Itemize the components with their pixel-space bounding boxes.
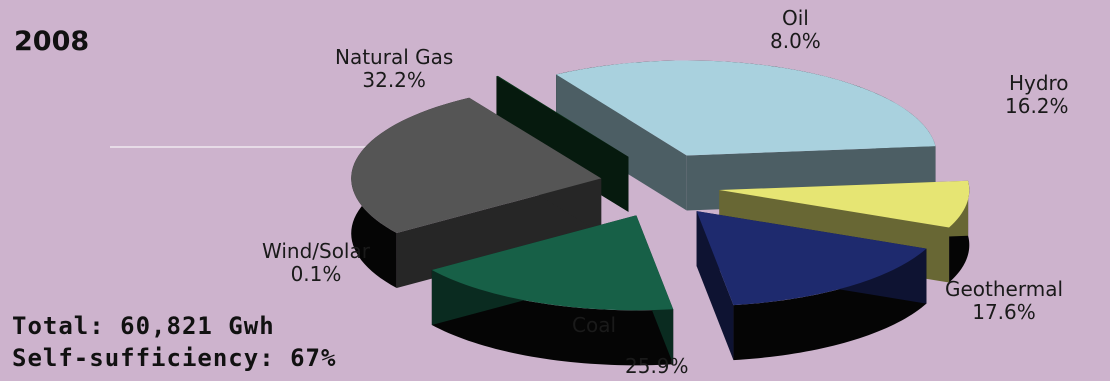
self-sufficiency: Self-sufficiency: 67% <box>12 344 337 372</box>
slice-label-oil: Oil 8.0% <box>770 7 821 53</box>
slice-value-natural-gas: 32.2% <box>362 68 426 92</box>
slice-name-wind-solar: Wind/Solar <box>262 239 370 263</box>
slice-name-coal-text: Coal <box>572 313 617 337</box>
slice-name-geothermal: Geothermal <box>945 277 1064 301</box>
slice-wall-natural-gas-0 <box>556 74 687 211</box>
total-generation: Total: 60,821 Gwh <box>12 312 275 340</box>
slice-value-wind-solar: 0.1% <box>290 262 342 286</box>
slice-value-oil: 8.0% <box>770 29 821 53</box>
slice-name-natural-gas: Natural Gas <box>335 45 454 69</box>
slice-label-geothermal: Geothermal 17.6% <box>945 278 1063 324</box>
slice-geothermal <box>431 215 674 366</box>
slice-value-coal: 25.9% <box>625 355 689 378</box>
slice-name-hydro: Hydro <box>1008 71 1069 95</box>
pie-slices <box>351 60 970 366</box>
slice-name-oil: Oil <box>781 6 809 30</box>
slice-coal <box>351 97 602 289</box>
slice-label-natural-gas: Natural Gas 32.2% <box>335 46 453 92</box>
slice-wall-coal-0 <box>396 178 602 289</box>
slice-value-coal-text: 25.9% <box>625 354 689 378</box>
slice-hydro <box>696 211 927 361</box>
slice-top-natural-gas <box>556 60 936 156</box>
slice-top-hydro <box>696 211 927 306</box>
slice-top-oil <box>719 180 970 228</box>
slice-wall-hydro-1 <box>696 211 734 361</box>
decorative-line <box>110 146 400 148</box>
slice-value-geothermal: 17.6% <box>972 300 1036 324</box>
slice-label-wind-solar: Wind/Solar 0.1% <box>262 240 370 286</box>
slice-label-hydro: Hydro 16.2% <box>1005 72 1069 118</box>
slice-value-hydro: 16.2% <box>1005 94 1069 118</box>
slice-top-coal <box>351 97 602 234</box>
slice-top-geothermal <box>431 215 674 311</box>
chart-title-year: 2008 <box>14 26 90 57</box>
slice-top-wind-solar <box>496 75 629 157</box>
slice-name-coal: Coal <box>572 314 616 337</box>
